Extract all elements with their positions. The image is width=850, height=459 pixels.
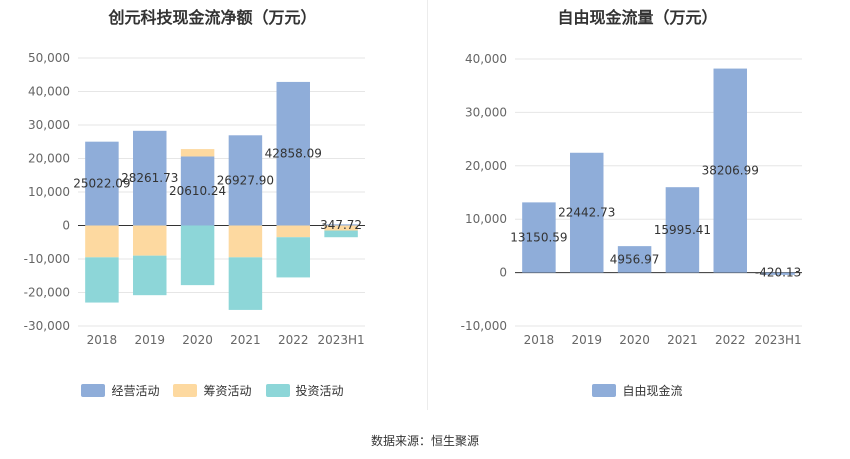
x-tick-label: 2023H1 (317, 333, 364, 347)
data-label: 20610.24 (169, 184, 226, 198)
data-label: -420.13 (755, 266, 801, 280)
bar (133, 130, 167, 226)
legend-label: 投资活动 (295, 384, 344, 398)
bar (228, 225, 263, 258)
bar (276, 81, 310, 226)
data-label: 42858.09 (265, 147, 322, 161)
x-tick-label: 2018 (524, 333, 555, 347)
legend-item[interactable]: 筹资活动 (173, 382, 252, 399)
y-tick-label: 0 (62, 219, 70, 233)
chart-title: 创元科技现金流净额（万元） (108, 8, 317, 27)
bar (617, 246, 652, 273)
legend-swatch (265, 384, 290, 397)
x-tick-label: 2021 (667, 333, 698, 347)
y-tick-label: 40,000 (465, 52, 507, 66)
x-tick-label: 2020 (182, 333, 213, 347)
y-tick-label: -30,000 (24, 319, 70, 333)
data-label: 4956.97 (610, 252, 660, 266)
bar (133, 255, 167, 296)
data-source: 数据来源：恒生聚源 (370, 434, 479, 448)
bar (324, 230, 358, 238)
data-label: 22442.73 (558, 206, 615, 220)
legend-item[interactable]: 自由现金流 (592, 382, 683, 399)
bar (324, 225, 358, 231)
y-tick-label: 50,000 (28, 51, 70, 65)
bar (713, 68, 747, 273)
bar (228, 257, 263, 310)
bar (665, 187, 700, 273)
bar (85, 141, 119, 226)
bar (85, 225, 119, 258)
bar (522, 202, 556, 273)
y-tick-label: 0 (499, 266, 507, 280)
y-tick-label: 30,000 (28, 118, 70, 132)
x-tick-label: 2022 (715, 333, 746, 347)
y-tick-label: -10,000 (461, 319, 507, 333)
x-tick-label: 2020 (619, 333, 650, 347)
bar (276, 237, 310, 278)
y-tick-label: -20,000 (24, 286, 70, 300)
bar (324, 224, 358, 226)
legend: 经营活动 筹资活动 投资活动 (0, 382, 425, 399)
bar (180, 156, 215, 226)
x-tick-label: 2022 (278, 333, 309, 347)
y-tick-label: 20,000 (28, 152, 70, 166)
y-tick-label: -10,000 (24, 252, 70, 266)
y-tick-label: 10,000 (28, 185, 70, 199)
data-label: 347.72 (320, 218, 362, 232)
legend-label: 经营活动 (111, 384, 160, 398)
bar (276, 225, 310, 238)
data-label: 25022.09 (73, 177, 130, 191)
panel-divider (427, 0, 428, 410)
free-cash-flow-chart-panel: 自由现金流量（万元） -10,000 0 10,000 20,000 30,000 40,… (425, 0, 850, 410)
bar (570, 152, 604, 273)
legend-item[interactable]: 投资活动 (265, 382, 344, 399)
bar (228, 135, 263, 226)
cash-flow-chart-panel: 创元科技现金流净额（万元） -30,000 -20,000 -10,000 0 10,0… (0, 0, 425, 410)
data-label: 28261.73 (121, 171, 178, 185)
x-tick-label: 2021 (230, 333, 261, 347)
bar (180, 149, 215, 157)
x-tick-label: 2018 (87, 333, 118, 347)
bar (133, 225, 167, 256)
legend-label: 筹资活动 (203, 384, 252, 398)
x-tick-label: 2019 (134, 333, 165, 347)
y-tick-label: 20,000 (465, 159, 507, 173)
legend: 自由现金流 (425, 382, 850, 399)
data-label: 13150.59 (510, 230, 567, 244)
legend-label: 自由现金流 (622, 384, 683, 398)
bar (761, 272, 795, 275)
legend-item[interactable]: 经营活动 (81, 382, 159, 399)
bar (180, 225, 215, 286)
y-tick-label: 10,000 (465, 212, 507, 226)
free-cash-flow-bar-chart: -10,000 0 10,000 20,000 30,000 40,000 2018 2019… (461, 52, 802, 347)
legend-swatch (81, 384, 106, 397)
legend-swatch (173, 384, 198, 397)
legend-swatch (592, 384, 617, 397)
y-tick-label: 30,000 (465, 105, 507, 119)
x-tick-label: 2019 (571, 333, 602, 347)
cash-flow-stacked-bar-chart: -30,000 -20,000 -10,000 0 10,000 20,000 30,000… (24, 51, 365, 347)
x-tick-label: 2023H1 (754, 333, 801, 347)
data-label: 26927.90 (217, 173, 274, 187)
y-tick-label: 40,000 (28, 85, 70, 99)
data-label: 38206.99 (702, 164, 759, 178)
chart-title: 自由现金流量（万元） (557, 8, 718, 27)
bar (85, 257, 119, 303)
data-label: 15995.41 (654, 223, 711, 237)
